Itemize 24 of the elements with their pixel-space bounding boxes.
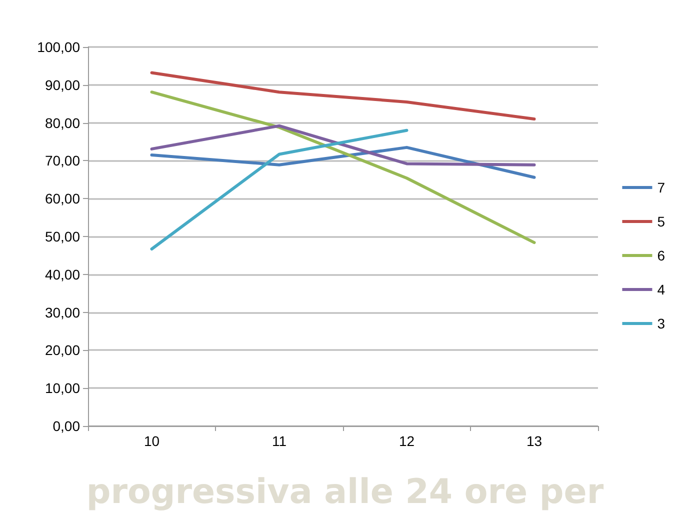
y-tick-label: 30,00 [44, 304, 80, 320]
y-tick-label: 90,00 [44, 76, 80, 93]
x-tick-label: 13 [526, 433, 542, 449]
y-tick-label: 40,00 [44, 266, 80, 282]
line-series [150, 71, 536, 121]
x-tick-label: 12 [398, 433, 415, 449]
legend-label: 3 [657, 316, 666, 332]
y-tick-label: 100,00 [37, 39, 80, 55]
legend-label: 5 [657, 214, 666, 230]
y-tick-label: 80,00 [44, 114, 80, 131]
y-tick-label: 0,00 [52, 418, 80, 434]
legend-label: 4 [657, 282, 666, 298]
x-tick-label: 10 [144, 433, 160, 449]
y-tick-label: 20,00 [44, 342, 80, 358]
line-series [150, 146, 536, 179]
y-tick-label: 60,00 [44, 190, 80, 207]
y-tick-label: 50,00 [44, 228, 80, 244]
legend-label: 6 [657, 248, 666, 264]
line-series [150, 90, 536, 244]
y-tick-label: 70,00 [44, 152, 80, 169]
line-series [150, 124, 536, 166]
x-tick-label: 11 [272, 433, 287, 449]
legend-label: 7 [657, 180, 666, 196]
y-tick-label: 10,00 [44, 380, 80, 396]
